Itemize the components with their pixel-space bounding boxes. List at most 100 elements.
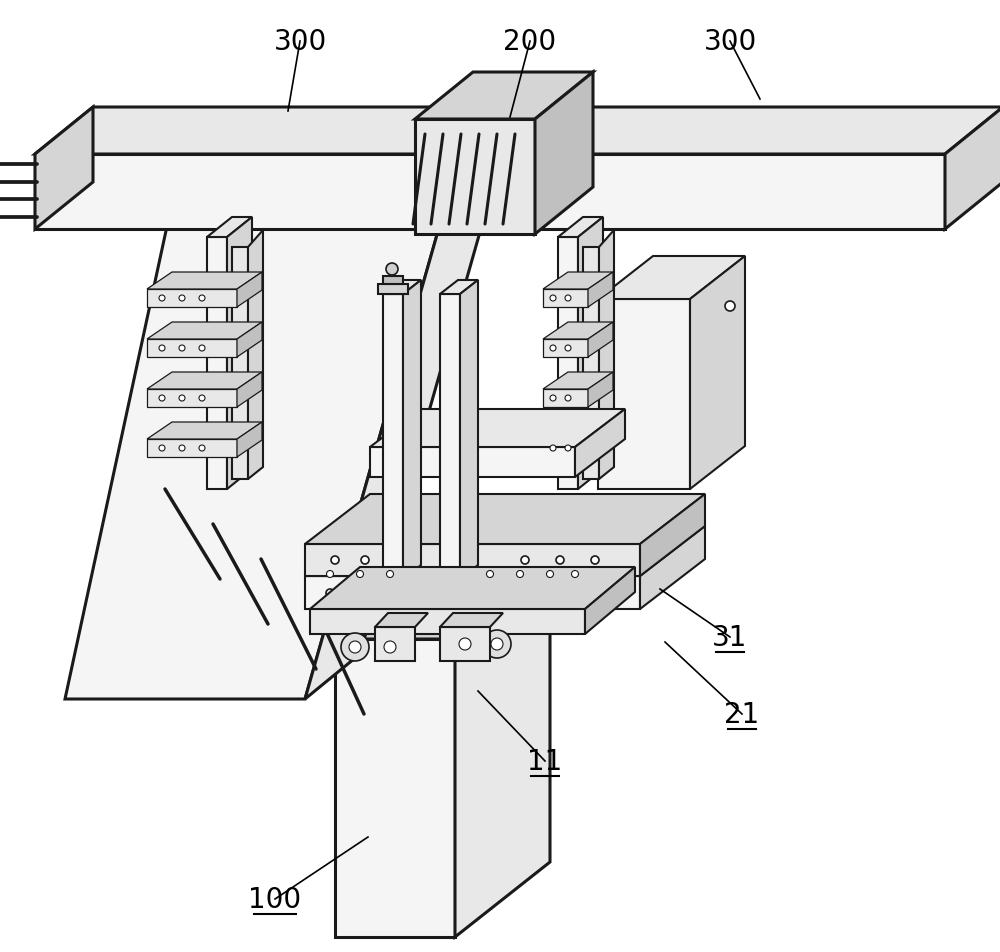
Circle shape (516, 571, 524, 578)
Circle shape (376, 589, 384, 597)
Polygon shape (375, 627, 415, 662)
Polygon shape (598, 300, 690, 489)
Polygon shape (543, 289, 588, 307)
Polygon shape (578, 218, 603, 489)
Circle shape (331, 556, 339, 565)
Circle shape (179, 346, 185, 351)
Polygon shape (543, 372, 613, 389)
Circle shape (556, 556, 564, 565)
Polygon shape (383, 295, 403, 580)
Circle shape (565, 346, 571, 351)
Circle shape (491, 639, 503, 650)
Polygon shape (585, 567, 635, 634)
Polygon shape (558, 238, 578, 489)
Polygon shape (305, 494, 705, 545)
Polygon shape (558, 218, 603, 238)
Circle shape (550, 446, 556, 451)
Circle shape (591, 556, 599, 565)
Polygon shape (543, 423, 613, 440)
Polygon shape (599, 230, 614, 480)
Polygon shape (237, 423, 262, 458)
Text: 31: 31 (712, 624, 748, 651)
Circle shape (159, 296, 165, 302)
Polygon shape (310, 609, 585, 634)
Polygon shape (147, 340, 237, 358)
Circle shape (179, 396, 185, 402)
Circle shape (159, 346, 165, 351)
Polygon shape (147, 372, 262, 389)
Text: 11: 11 (527, 747, 563, 775)
Circle shape (384, 642, 396, 653)
Polygon shape (440, 613, 503, 627)
Circle shape (725, 302, 735, 311)
Polygon shape (370, 447, 575, 478)
Circle shape (550, 296, 556, 302)
Text: 200: 200 (503, 28, 557, 56)
Circle shape (357, 571, 364, 578)
Polygon shape (35, 108, 93, 229)
Circle shape (159, 446, 165, 451)
Polygon shape (535, 73, 593, 235)
Polygon shape (460, 281, 478, 580)
Polygon shape (305, 545, 640, 576)
Polygon shape (147, 423, 262, 440)
Circle shape (159, 396, 165, 402)
Polygon shape (147, 323, 262, 340)
Polygon shape (588, 272, 613, 307)
Polygon shape (207, 218, 252, 238)
Polygon shape (378, 285, 408, 295)
Circle shape (386, 264, 398, 276)
Circle shape (601, 589, 609, 597)
Polygon shape (543, 389, 588, 407)
Polygon shape (147, 289, 237, 307)
Polygon shape (237, 272, 262, 307)
Polygon shape (248, 230, 263, 480)
Polygon shape (440, 295, 460, 580)
Circle shape (576, 589, 584, 597)
Polygon shape (383, 277, 403, 285)
Text: 300: 300 (703, 28, 757, 56)
Circle shape (341, 633, 369, 662)
Circle shape (572, 571, 578, 578)
Polygon shape (310, 567, 635, 609)
Circle shape (351, 589, 359, 597)
Polygon shape (335, 565, 550, 640)
Polygon shape (640, 526, 705, 609)
Circle shape (376, 633, 404, 662)
Polygon shape (305, 576, 640, 609)
Polygon shape (403, 281, 421, 580)
Polygon shape (598, 257, 745, 300)
Circle shape (551, 589, 559, 597)
Polygon shape (640, 494, 705, 576)
Circle shape (361, 556, 369, 565)
Polygon shape (147, 389, 237, 407)
Polygon shape (583, 248, 599, 480)
Polygon shape (543, 272, 613, 289)
Polygon shape (945, 108, 1000, 229)
Text: 21: 21 (724, 701, 760, 728)
Polygon shape (237, 372, 262, 407)
Polygon shape (147, 272, 262, 289)
Circle shape (550, 396, 556, 402)
Circle shape (349, 642, 361, 653)
Circle shape (179, 296, 185, 302)
Circle shape (451, 630, 479, 659)
Circle shape (521, 556, 529, 565)
Polygon shape (588, 323, 613, 358)
Polygon shape (588, 423, 613, 458)
Polygon shape (415, 73, 593, 120)
Circle shape (565, 396, 571, 402)
Polygon shape (370, 409, 625, 447)
Polygon shape (543, 323, 613, 340)
Circle shape (546, 571, 554, 578)
Polygon shape (232, 248, 248, 480)
Polygon shape (415, 120, 535, 235)
Polygon shape (383, 281, 421, 295)
Circle shape (199, 396, 205, 402)
Circle shape (501, 589, 509, 597)
Circle shape (199, 446, 205, 451)
Circle shape (487, 571, 494, 578)
Polygon shape (147, 440, 237, 458)
Polygon shape (65, 189, 450, 700)
Polygon shape (237, 323, 262, 358)
